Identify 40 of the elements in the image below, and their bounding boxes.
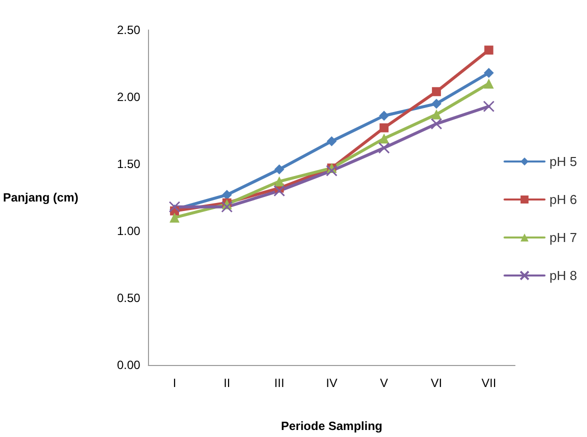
point bbox=[168, 201, 180, 213]
y-tick-label: 2.50 bbox=[116, 23, 141, 37]
point bbox=[380, 123, 389, 132]
point bbox=[484, 68, 494, 78]
x-tick-label: IV bbox=[326, 376, 338, 390]
point bbox=[379, 134, 390, 144]
point bbox=[432, 87, 441, 96]
y-tick-label: 0.50 bbox=[116, 291, 141, 305]
x-tick-label: I bbox=[172, 376, 176, 390]
point bbox=[274, 185, 286, 197]
point bbox=[222, 190, 232, 200]
point bbox=[274, 176, 284, 186]
point bbox=[484, 78, 494, 89]
x-tick-label: III bbox=[274, 376, 284, 390]
x-axis-title: Periode Sampling bbox=[280, 419, 382, 433]
point bbox=[326, 164, 338, 176]
x-tick-label: II bbox=[224, 376, 230, 390]
point bbox=[379, 110, 390, 121]
point bbox=[170, 212, 180, 223]
point bbox=[430, 118, 442, 130]
x-tick-label: V bbox=[380, 376, 388, 390]
y-axis-title: Panjang (cm) bbox=[2, 190, 78, 204]
x-tick-label: VII bbox=[481, 376, 496, 390]
point bbox=[378, 142, 390, 154]
legend-label: pH 7 bbox=[550, 230, 578, 245]
y-tick-label: 0.00 bbox=[116, 358, 141, 372]
point bbox=[326, 136, 337, 146]
legend-label: pH 6 bbox=[550, 192, 578, 207]
point bbox=[274, 164, 284, 174]
point bbox=[483, 100, 495, 112]
legend-label: pH 8 bbox=[550, 268, 578, 283]
point bbox=[484, 46, 494, 55]
legend-label: pH 5 bbox=[550, 154, 578, 169]
point bbox=[431, 109, 442, 120]
y-tick-label: 2.00 bbox=[116, 90, 141, 104]
point bbox=[221, 201, 233, 213]
y-tick-label: 1.50 bbox=[116, 157, 141, 171]
x-tick-label: VI bbox=[430, 376, 442, 390]
y-tick-label: 1.00 bbox=[116, 224, 141, 238]
point bbox=[431, 98, 442, 109]
